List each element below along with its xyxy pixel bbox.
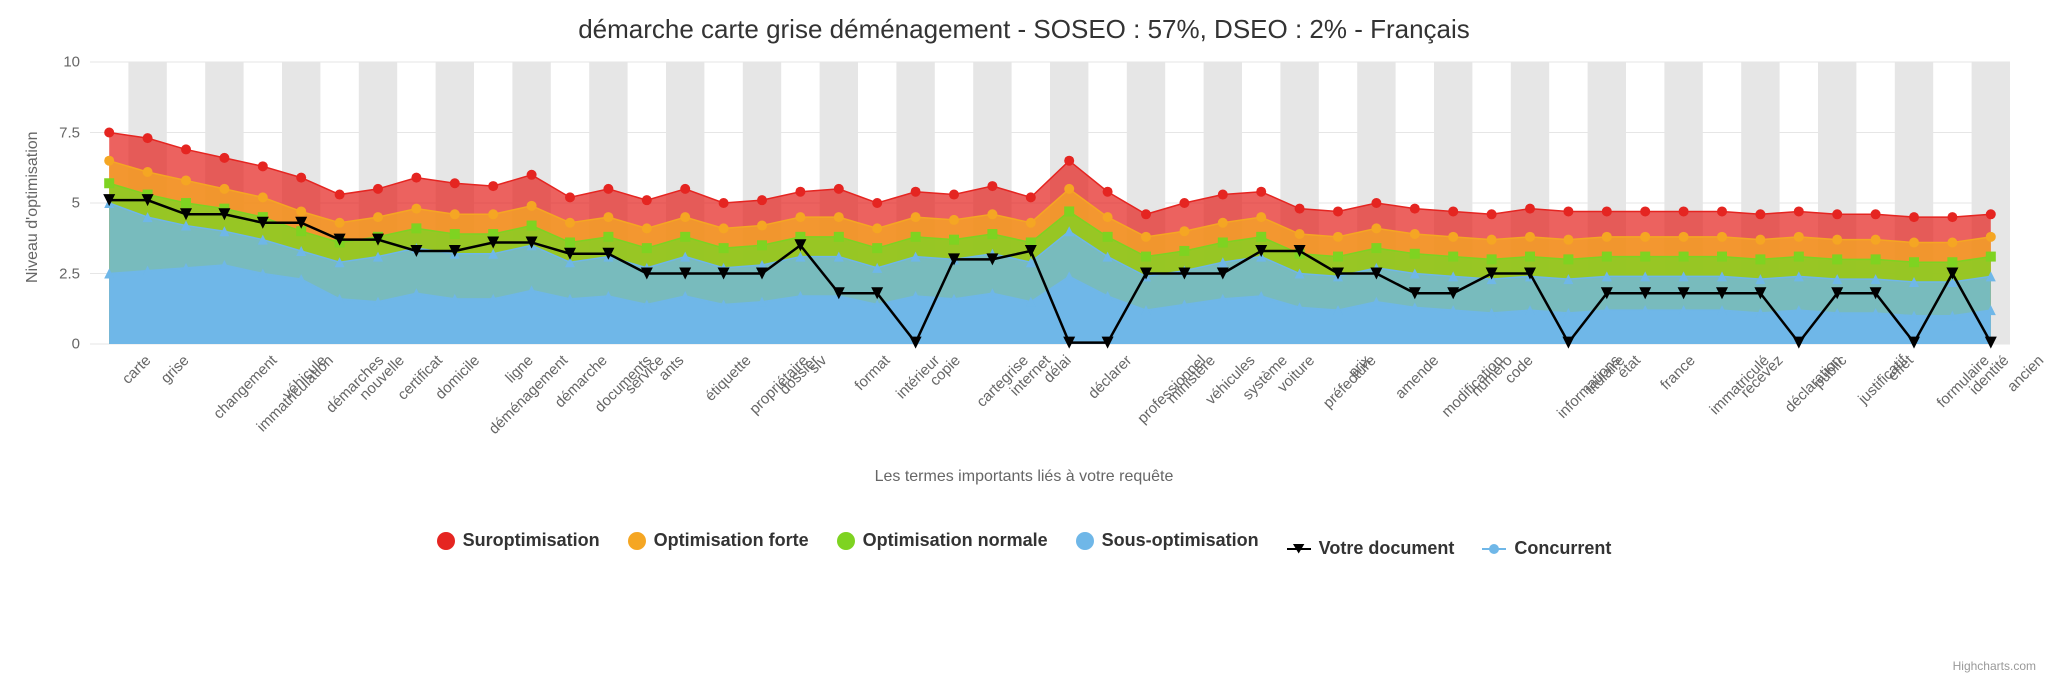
legend-swatch [837,532,855,550]
legend-item-document[interactable]: Votre document [1287,538,1455,559]
x-tick: format [851,352,893,394]
legend-swatch [1287,548,1311,550]
y-tick: 7.5 [40,124,80,141]
legend-swatch [628,532,646,550]
x-tick: ancien [2004,352,2047,395]
legend-label: Suroptimisation [463,530,600,551]
legend-swatch [1076,532,1094,550]
y-tick: 10 [40,54,80,71]
chart-title: démarche carte grise déménagement - SOSE… [0,14,2048,45]
x-tick: france [1657,352,1699,394]
legend-swatch [437,532,455,550]
x-tick: amende [1392,352,1442,402]
x-axis-label: Les termes importants liés à votre requê… [0,468,2048,486]
legend-item-concurrent[interactable]: Concurrent [1482,538,1611,559]
legend-label: Votre document [1319,538,1455,559]
x-tick: déclarer [1085,352,1135,402]
x-tick: grise [157,352,192,387]
legend-label: Optimisation normale [863,530,1048,551]
x-tick: carte [119,352,155,388]
legend-swatch [1482,548,1506,550]
legend-item-forte[interactable]: Optimisation forte [628,530,809,551]
legend-label: Optimisation forte [654,530,809,551]
legend-item-normale[interactable]: Optimisation normale [837,530,1048,551]
legend-item-sous[interactable]: Sous-optimisation [1076,530,1259,551]
seo-optimization-chart: démarche carte grise déménagement - SOSE… [0,0,2048,683]
x-tick: étiquette [702,352,755,405]
chart-plot-svg [90,62,2010,344]
y-tick: 5 [40,195,80,212]
chart-legend: Suroptimisation Optimisation forte Optimis… [0,530,2048,559]
legend-label: Concurrent [1514,538,1611,559]
legend-item-sur[interactable]: Suroptimisation [437,530,600,551]
y-tick: 0 [40,336,80,353]
credit-link[interactable]: Highcharts.com [1953,659,2036,673]
legend-label: Sous-optimisation [1102,530,1259,551]
y-tick: 2.5 [40,265,80,282]
